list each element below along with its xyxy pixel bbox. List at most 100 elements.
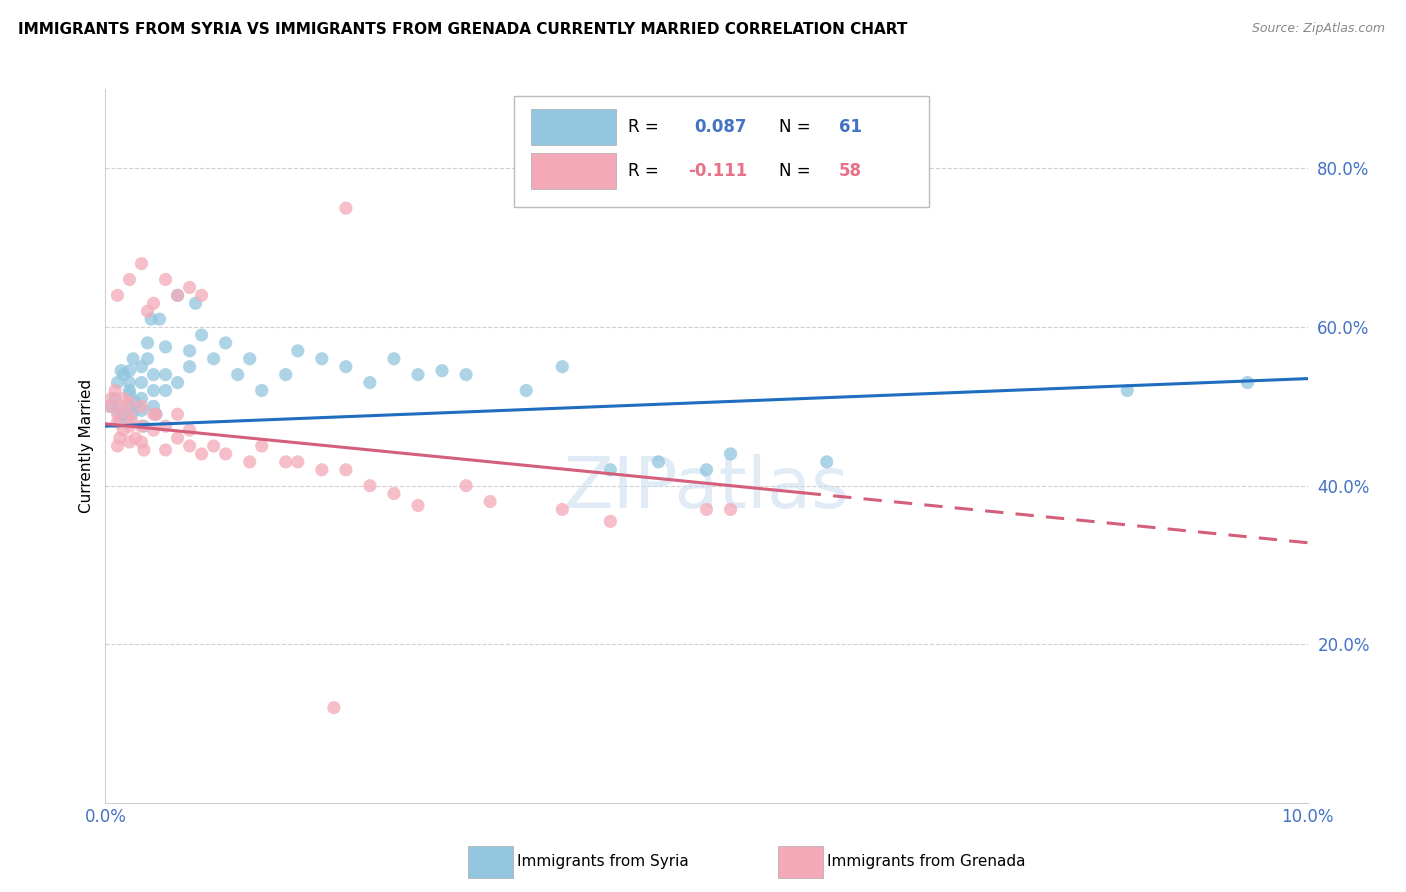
Point xyxy=(131,419,153,434)
Point xyxy=(155,419,177,434)
Point xyxy=(202,439,225,453)
Point xyxy=(287,343,309,358)
Point xyxy=(142,296,165,310)
Point xyxy=(551,502,574,516)
Point xyxy=(112,407,135,421)
Point xyxy=(155,272,177,286)
Point xyxy=(124,431,146,445)
Point xyxy=(136,304,159,318)
Point xyxy=(250,384,273,398)
Point xyxy=(118,407,141,421)
Point xyxy=(139,312,162,326)
Point xyxy=(108,431,131,445)
Point xyxy=(131,359,153,374)
Point xyxy=(132,419,155,434)
Point xyxy=(136,335,159,350)
Point xyxy=(98,400,121,414)
Point xyxy=(124,395,146,409)
Point xyxy=(406,368,429,382)
Point xyxy=(179,359,201,374)
Point xyxy=(142,407,165,421)
Point xyxy=(599,514,621,528)
Point xyxy=(815,455,838,469)
Point xyxy=(121,407,143,421)
Point xyxy=(118,419,141,434)
Point xyxy=(142,423,165,437)
Text: Immigrants from Grenada: Immigrants from Grenada xyxy=(827,855,1025,869)
Point xyxy=(179,439,201,453)
Point xyxy=(155,384,177,398)
Point xyxy=(118,272,141,286)
Point xyxy=(322,700,344,714)
Text: -0.111: -0.111 xyxy=(689,162,748,180)
Point xyxy=(454,478,477,492)
Point xyxy=(112,368,135,382)
Point xyxy=(142,400,165,414)
FancyBboxPatch shape xyxy=(515,96,929,207)
Point xyxy=(226,368,249,382)
Point xyxy=(454,368,477,382)
Point xyxy=(166,288,188,302)
Point xyxy=(239,455,262,469)
Point xyxy=(647,455,669,469)
Point xyxy=(166,431,188,445)
Y-axis label: Currently Married: Currently Married xyxy=(79,379,94,513)
Point xyxy=(311,463,333,477)
Point xyxy=(696,502,718,516)
Point xyxy=(250,439,273,453)
Point xyxy=(335,463,357,477)
Point xyxy=(287,455,309,469)
Point xyxy=(166,407,188,421)
Text: IMMIGRANTS FROM SYRIA VS IMMIGRANTS FROM GRENADA CURRENTLY MARRIED CORRELATION C: IMMIGRANTS FROM SYRIA VS IMMIGRANTS FROM… xyxy=(18,22,908,37)
Point xyxy=(148,312,170,326)
Point xyxy=(112,392,135,406)
FancyBboxPatch shape xyxy=(531,109,616,145)
Point xyxy=(720,502,742,516)
Point xyxy=(112,423,135,437)
Point xyxy=(122,351,145,366)
Point xyxy=(179,343,201,358)
Point xyxy=(118,364,141,378)
Point xyxy=(145,407,167,421)
Point xyxy=(155,368,177,382)
Point xyxy=(104,384,127,398)
Point xyxy=(202,351,225,366)
Point xyxy=(430,364,453,378)
Point xyxy=(720,447,742,461)
Text: N =: N = xyxy=(779,118,815,136)
Point xyxy=(107,376,129,390)
Point xyxy=(335,201,357,215)
Point xyxy=(107,439,129,453)
Point xyxy=(100,400,122,414)
Point xyxy=(274,368,297,382)
Point xyxy=(131,257,153,271)
Point xyxy=(184,296,207,310)
Text: N =: N = xyxy=(779,162,815,180)
Text: Source: ZipAtlas.com: Source: ZipAtlas.com xyxy=(1251,22,1385,36)
FancyBboxPatch shape xyxy=(531,153,616,189)
Point xyxy=(179,423,201,437)
Point xyxy=(274,455,297,469)
Point xyxy=(118,376,141,390)
Text: R =: R = xyxy=(628,118,665,136)
Text: 0.087: 0.087 xyxy=(695,118,747,136)
Point xyxy=(335,359,357,374)
Point xyxy=(107,415,129,429)
Point xyxy=(118,384,141,398)
Point xyxy=(107,407,129,421)
Text: 58: 58 xyxy=(839,162,862,180)
Text: ZIPatlas: ZIPatlas xyxy=(564,454,849,524)
Point xyxy=(515,384,537,398)
Point xyxy=(551,359,574,374)
Point xyxy=(104,392,127,406)
Point xyxy=(214,447,236,461)
Point xyxy=(131,400,153,414)
Point xyxy=(118,395,141,409)
Point xyxy=(118,400,141,414)
Point xyxy=(1236,376,1258,390)
Point xyxy=(190,328,212,343)
Point xyxy=(214,335,236,350)
Point xyxy=(311,351,333,366)
Point xyxy=(118,387,141,401)
Point xyxy=(479,494,502,508)
